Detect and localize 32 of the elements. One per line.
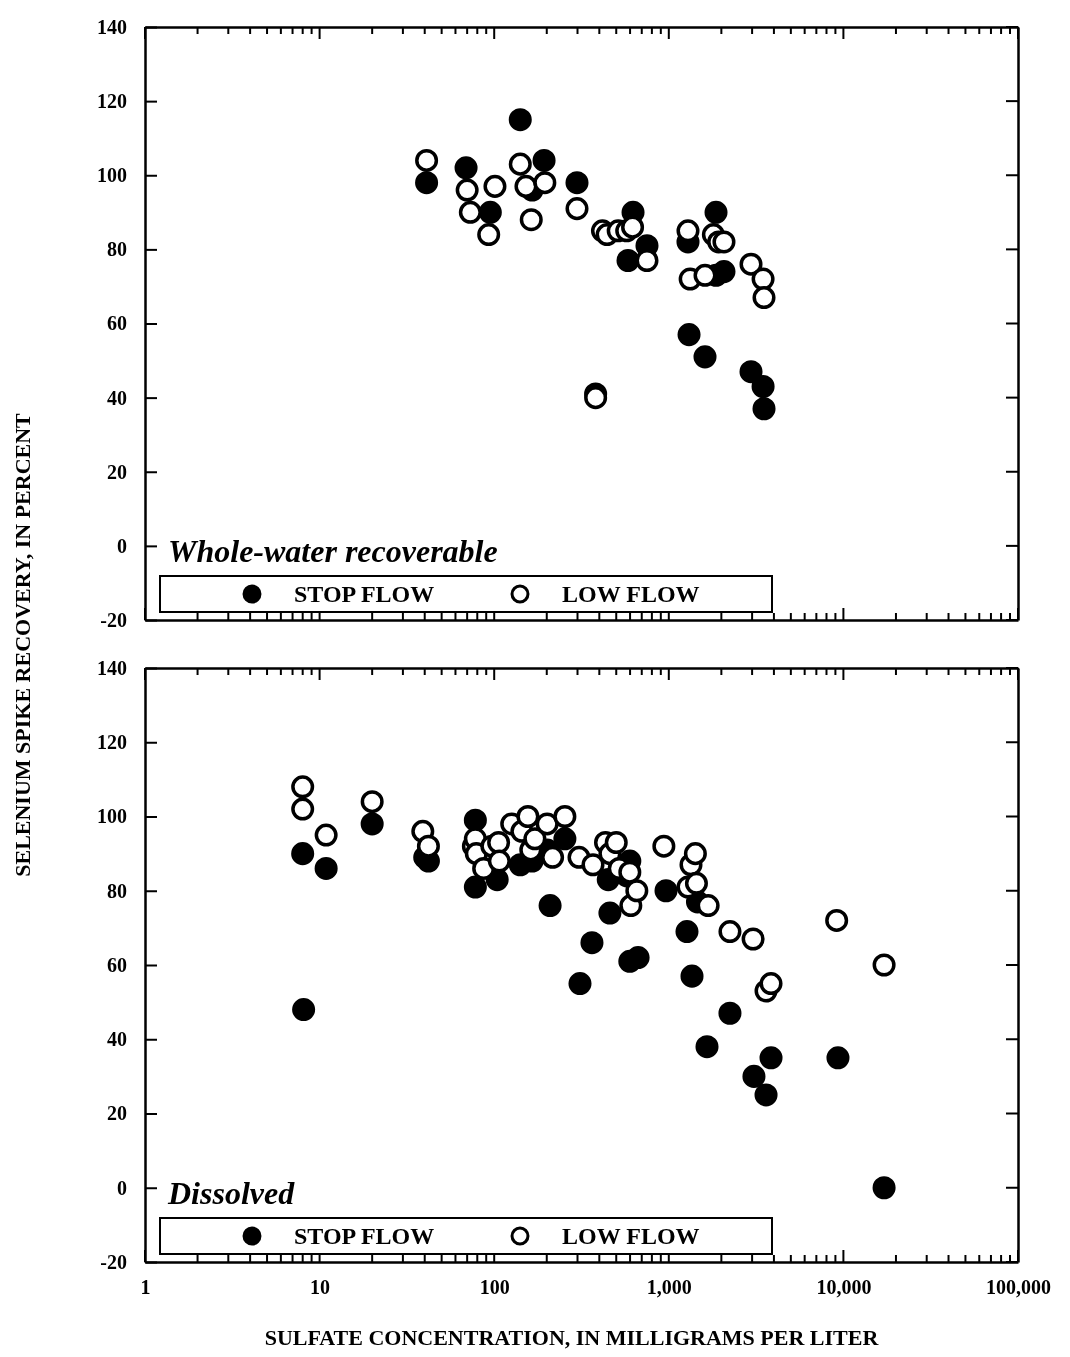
y-tick-label: 60 bbox=[107, 953, 127, 976]
y-tick-label: 80 bbox=[107, 238, 127, 261]
legend-label: STOP FLOW bbox=[294, 1223, 435, 1249]
x-tick-label: 100 bbox=[479, 1276, 510, 1299]
legend-label: LOW FLOW bbox=[562, 1223, 700, 1249]
y-tick-label: 100 bbox=[97, 805, 127, 828]
y-tick-label: -20 bbox=[100, 608, 127, 631]
legend-label: LOW FLOW bbox=[562, 581, 700, 607]
y-tick-label: -20 bbox=[100, 1250, 127, 1273]
y-tick-label: 40 bbox=[107, 1028, 127, 1051]
annotation: Dissolved bbox=[167, 1175, 296, 1211]
y-tick-label: 0 bbox=[117, 1176, 127, 1199]
x-tick-label: 10,000 bbox=[816, 1276, 872, 1299]
y-tick-label: 20 bbox=[107, 460, 127, 483]
y-tick-label: 20 bbox=[107, 1102, 127, 1125]
y-tick-label: 0 bbox=[117, 534, 127, 557]
annotation: Whole-water recoverable bbox=[168, 533, 498, 569]
y-tick-label: 120 bbox=[97, 90, 127, 113]
y-tick-label: 140 bbox=[97, 15, 127, 38]
x-tick-label: 100,000 bbox=[986, 1276, 1051, 1299]
x-tick-label: 1,000 bbox=[646, 1276, 692, 1299]
legend-label: STOP FLOW bbox=[294, 581, 435, 607]
y-tick-label: 120 bbox=[97, 731, 127, 754]
x-axis-title: SULFATE CONCENTRATION, IN MILLIGRAMS PER LITER bbox=[264, 1325, 880, 1350]
y-tick-label: 80 bbox=[107, 879, 127, 902]
y-tick-label: 40 bbox=[107, 386, 127, 409]
x-tick-label: 1 bbox=[140, 1276, 151, 1299]
y-tick-label: 60 bbox=[107, 312, 127, 335]
y-axis-title: SELENIUM SPIKE RECOVERY, IN PERCENT bbox=[10, 412, 35, 877]
x-tick-label: 10 bbox=[310, 1276, 331, 1299]
y-tick-label: 140 bbox=[97, 656, 127, 679]
y-tick-label: 100 bbox=[97, 164, 127, 187]
